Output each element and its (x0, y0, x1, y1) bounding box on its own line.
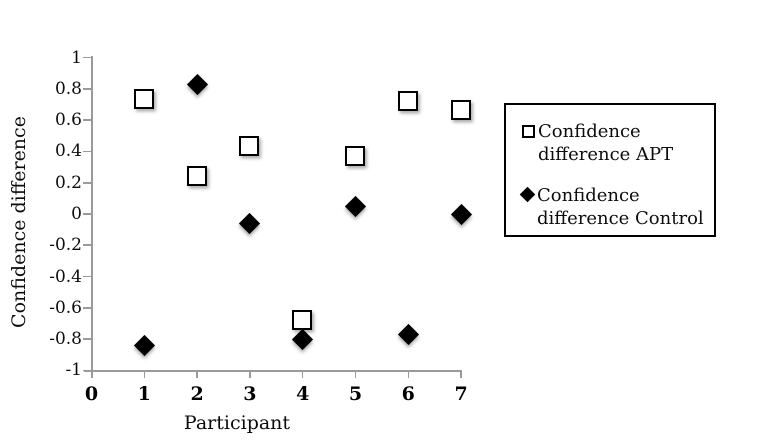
y-axis-tick (83, 119, 91, 121)
y-axis-tick-label: -1 (65, 360, 82, 381)
x-axis-title: Participant (183, 412, 291, 434)
x-axis-tick-label: 4 (296, 383, 310, 405)
x-axis-tick-label: 3 (243, 383, 257, 405)
y-axis-tick-label: 0.8 (54, 78, 82, 99)
legend: Confidence difference APT Confidence dif… (504, 103, 716, 237)
data-point-control-participant-6 (397, 323, 419, 345)
x-axis-tick-label: 2 (190, 383, 204, 405)
x-axis-line (84, 370, 462, 372)
data-point-apt-participant-3 (239, 136, 260, 157)
x-axis-tick-label: 6 (401, 383, 415, 405)
data-point-apt-participant-4 (292, 309, 313, 330)
y-axis-tick (83, 306, 91, 309)
legend-entry-apt: Confidence difference APT (522, 120, 673, 166)
y-axis-tick (83, 275, 91, 278)
y-axis-tick-label: -0.6 (49, 297, 82, 318)
y-axis-tick (83, 338, 91, 340)
x-axis-tick-label: 1 (137, 383, 151, 405)
y-axis-tick-label: -0.2 (49, 235, 82, 256)
legend-label-control: Confidence difference Control (537, 184, 704, 230)
x-axis-tick (301, 371, 304, 378)
x-axis-tick (249, 371, 251, 378)
y-axis-tick (83, 369, 91, 372)
x-axis-tick-label: 5 (348, 383, 363, 405)
legend-label-line: difference Control (537, 208, 704, 229)
legend-label-line: Confidence (537, 185, 640, 206)
y-axis-tick-label: -0.8 (49, 329, 82, 350)
data-point-control-participant-4 (292, 328, 314, 350)
filled-diamond-marker-icon (519, 186, 536, 203)
y-axis-tick (83, 213, 91, 215)
x-axis-tick (143, 371, 146, 378)
data-point-control-participant-2 (186, 73, 208, 95)
x-axis-tick-label: 0 (84, 383, 99, 405)
data-point-control-participant-7 (450, 203, 472, 225)
y-axis-tick (83, 181, 91, 184)
y-axis-tick-label: 0.6 (54, 110, 82, 131)
y-axis-tick-label: -0.4 (49, 266, 82, 287)
x-axis-tick (90, 371, 93, 378)
data-point-control-participant-1 (133, 334, 155, 356)
x-axis-tick (407, 371, 410, 378)
data-point-apt-participant-7 (450, 100, 471, 121)
legend-label-apt: Confidence difference APT (538, 120, 673, 166)
y-axis-line (90, 56, 93, 378)
y-axis-tick-label: 0.4 (54, 141, 82, 162)
y-axis-tick-label: 1 (71, 47, 82, 68)
x-axis-tick (196, 371, 198, 378)
legend-label-line: Confidence (538, 121, 641, 142)
y-axis-tick (83, 150, 91, 153)
data-point-apt-participant-2 (186, 165, 207, 186)
x-axis-tick (460, 371, 462, 378)
data-point-apt-participant-5 (345, 145, 365, 166)
data-point-apt-participant-6 (397, 90, 418, 111)
legend-entry-control: Confidence difference Control (519, 184, 704, 230)
x-axis-tick (354, 371, 357, 378)
legend-label-line: difference APT (538, 144, 674, 165)
data-point-apt-participant-1 (133, 89, 154, 110)
open-square-marker-icon (522, 125, 535, 138)
y-axis-tick (83, 56, 91, 59)
x-axis-tick-label: 7 (454, 383, 468, 405)
y-axis-tick-label: 0 (71, 204, 82, 224)
y-axis-tick (83, 244, 91, 247)
y-axis-tick-label: 0.2 (54, 172, 82, 193)
y-axis-tick (83, 88, 91, 90)
data-point-control-participant-3 (239, 212, 261, 234)
data-point-control-participant-5 (344, 195, 367, 217)
